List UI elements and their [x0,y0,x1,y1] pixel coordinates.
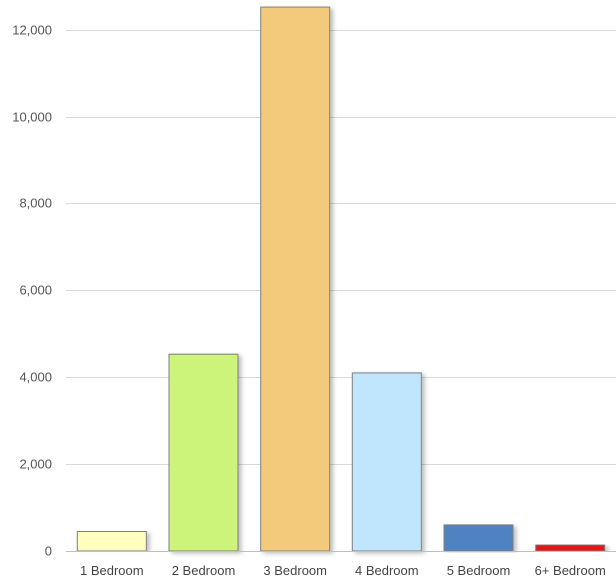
y-tick-label: 0 [45,544,52,559]
y-tick-label: 2,000 [19,457,52,472]
bars [76,6,606,552]
category-labels: 1 Bedroom 2 Bedroom 3 Bedroom 4 Bedroom 5 Be… [80,563,606,578]
bar-5-bedroom [443,524,514,552]
y-tick-label: 6,000 [19,283,52,298]
grid-lines [66,30,616,465]
x-tick-label: 2 Bedroom [172,563,236,578]
bar-3-bedroom [260,6,331,552]
y-tick-label: 8,000 [19,196,52,211]
x-tick-label: 6+ Bedroom [535,563,606,578]
x-tick-label: 4 Bedroom [355,563,419,578]
y-tick-label: 4,000 [19,370,52,385]
bar-6-bedroom [535,544,606,552]
x-tick-label: 1 Bedroom [80,563,144,578]
x-tick-label: 3 Bedroom [263,563,327,578]
y-axis-tick-labels: 0 2,000 4,000 6,000 8,000 10,000 12,000 [12,23,52,559]
bar-2-bedroom [168,353,239,552]
y-tick-label: 10,000 [12,110,52,125]
y-tick-label: 12,000 [12,23,52,38]
bar-4-bedroom [351,372,422,552]
bar-1-bedroom [76,531,147,552]
x-tick-label: 5 Bedroom [447,563,511,578]
